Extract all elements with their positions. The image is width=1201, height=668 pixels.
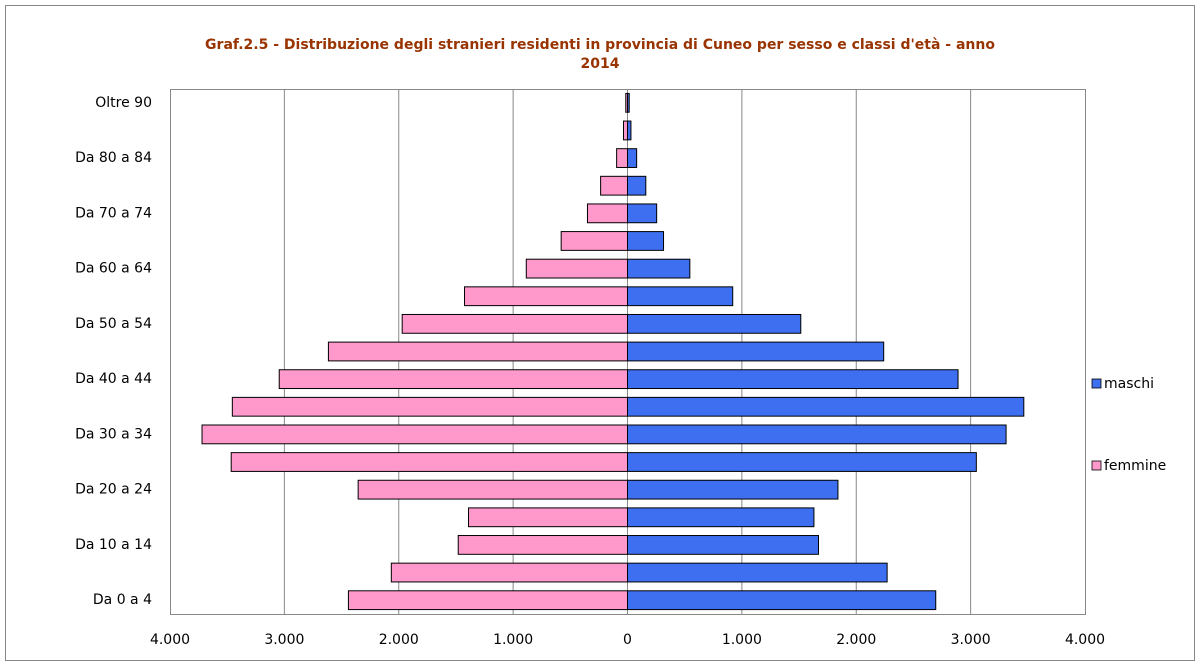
bar <box>627 175 647 196</box>
x-tick-label: 1.000 <box>493 632 533 648</box>
y-tick-label: Da 80 a 84 <box>75 150 152 166</box>
bar <box>560 231 628 251</box>
bar <box>627 203 658 224</box>
bar <box>525 258 629 279</box>
y-tick-label: Da 70 a 74 <box>75 205 152 221</box>
x-tick-label: 3.000 <box>951 632 991 648</box>
bar <box>622 120 629 141</box>
bar <box>627 313 802 334</box>
bar <box>327 341 628 362</box>
x-tick-label: 4.000 <box>1065 632 1105 648</box>
bar <box>347 590 628 611</box>
bar <box>586 203 628 224</box>
y-tick-label: Da 50 a 54 <box>75 316 152 332</box>
legend-swatch <box>1091 460 1102 471</box>
y-tick-label: Da 0 a 4 <box>93 592 152 608</box>
x-tick-label: 2.000 <box>836 632 876 648</box>
bar <box>401 313 628 334</box>
bar <box>390 562 628 583</box>
y-tick-label: Da 10 a 14 <box>75 537 152 553</box>
y-tick-label: Da 60 a 64 <box>75 261 152 277</box>
bar <box>616 148 629 168</box>
bar <box>457 535 628 555</box>
bar <box>627 479 839 500</box>
legend-swatch <box>1091 378 1102 389</box>
bar <box>627 341 885 362</box>
bar <box>627 396 1025 417</box>
bar <box>627 507 815 528</box>
bar <box>627 590 937 611</box>
x-tick-label: 2.000 <box>379 632 419 648</box>
bar <box>627 562 888 583</box>
bar <box>627 120 632 141</box>
x-tick-label: 1.000 <box>722 632 762 648</box>
bar <box>627 535 820 555</box>
bar <box>357 479 628 500</box>
bar <box>627 258 691 279</box>
chart-title: Graf.2.5 - Distribuzione degli stranieri… <box>205 37 995 72</box>
bar <box>464 286 628 307</box>
bar <box>468 507 628 528</box>
bar <box>627 148 638 168</box>
legend-label: femmine <box>1104 458 1166 474</box>
y-tick-label: Da 30 a 34 <box>75 426 152 442</box>
bar <box>600 175 629 196</box>
bar <box>201 424 628 445</box>
bar <box>627 424 1007 445</box>
bar <box>627 369 959 390</box>
bar <box>231 396 628 417</box>
y-tick-label: Da 20 a 24 <box>75 482 152 498</box>
x-tick-label: 4.000 <box>150 632 190 648</box>
bar <box>627 286 734 307</box>
x-tick-label: 0 <box>623 632 632 648</box>
bar <box>230 452 629 472</box>
x-tick-label: 3.000 <box>264 632 304 648</box>
y-tick-label: Da 40 a 44 <box>75 371 152 387</box>
bar <box>278 369 628 390</box>
legend-label: maschi <box>1104 376 1154 392</box>
y-tick-label: Oltre 90 <box>95 95 152 111</box>
bar <box>625 92 628 113</box>
bar <box>627 452 977 472</box>
bar <box>627 231 665 251</box>
